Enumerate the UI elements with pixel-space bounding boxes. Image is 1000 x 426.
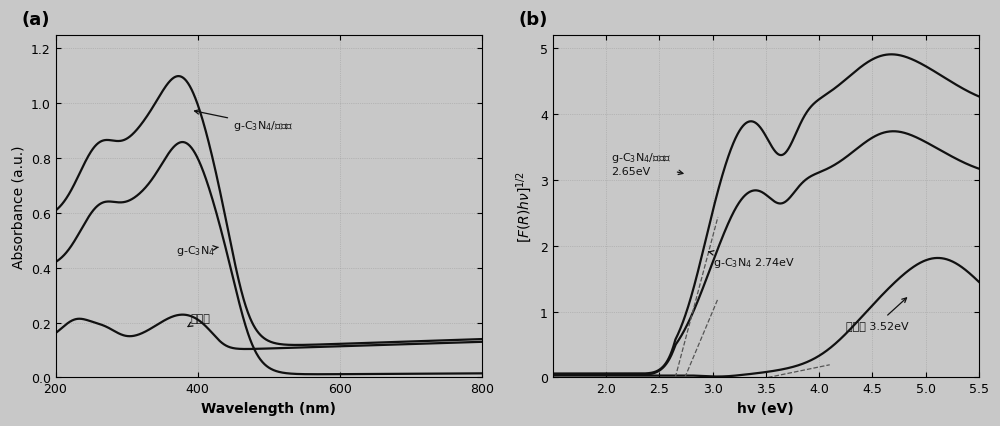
X-axis label: hv (eV): hv (eV) xyxy=(737,401,794,415)
Text: (b): (b) xyxy=(519,11,548,29)
Text: (a): (a) xyxy=(21,11,50,29)
Text: g-C$_3$N$_4$/高岭石
2.65eV: g-C$_3$N$_4$/高岭石 2.65eV xyxy=(611,151,683,177)
Y-axis label: Absorbance (a.u.): Absorbance (a.u.) xyxy=(11,145,25,268)
Text: 高岭石: 高岭石 xyxy=(188,314,210,327)
Text: g-C$_3$N$_4$ 2.74eV: g-C$_3$N$_4$ 2.74eV xyxy=(708,251,794,270)
Text: g-C$_3$N$_4$/高岭石: g-C$_3$N$_4$/高岭石 xyxy=(195,110,294,133)
Text: 高岭石 3.52eV: 高岭石 3.52eV xyxy=(846,298,908,330)
X-axis label: Wavelength (nm): Wavelength (nm) xyxy=(201,401,336,415)
Text: g-C$_3$N$_4$: g-C$_3$N$_4$ xyxy=(176,243,218,257)
Y-axis label: $[F(R)h\nu]^{1/2}$: $[F(R)h\nu]^{1/2}$ xyxy=(514,171,534,242)
